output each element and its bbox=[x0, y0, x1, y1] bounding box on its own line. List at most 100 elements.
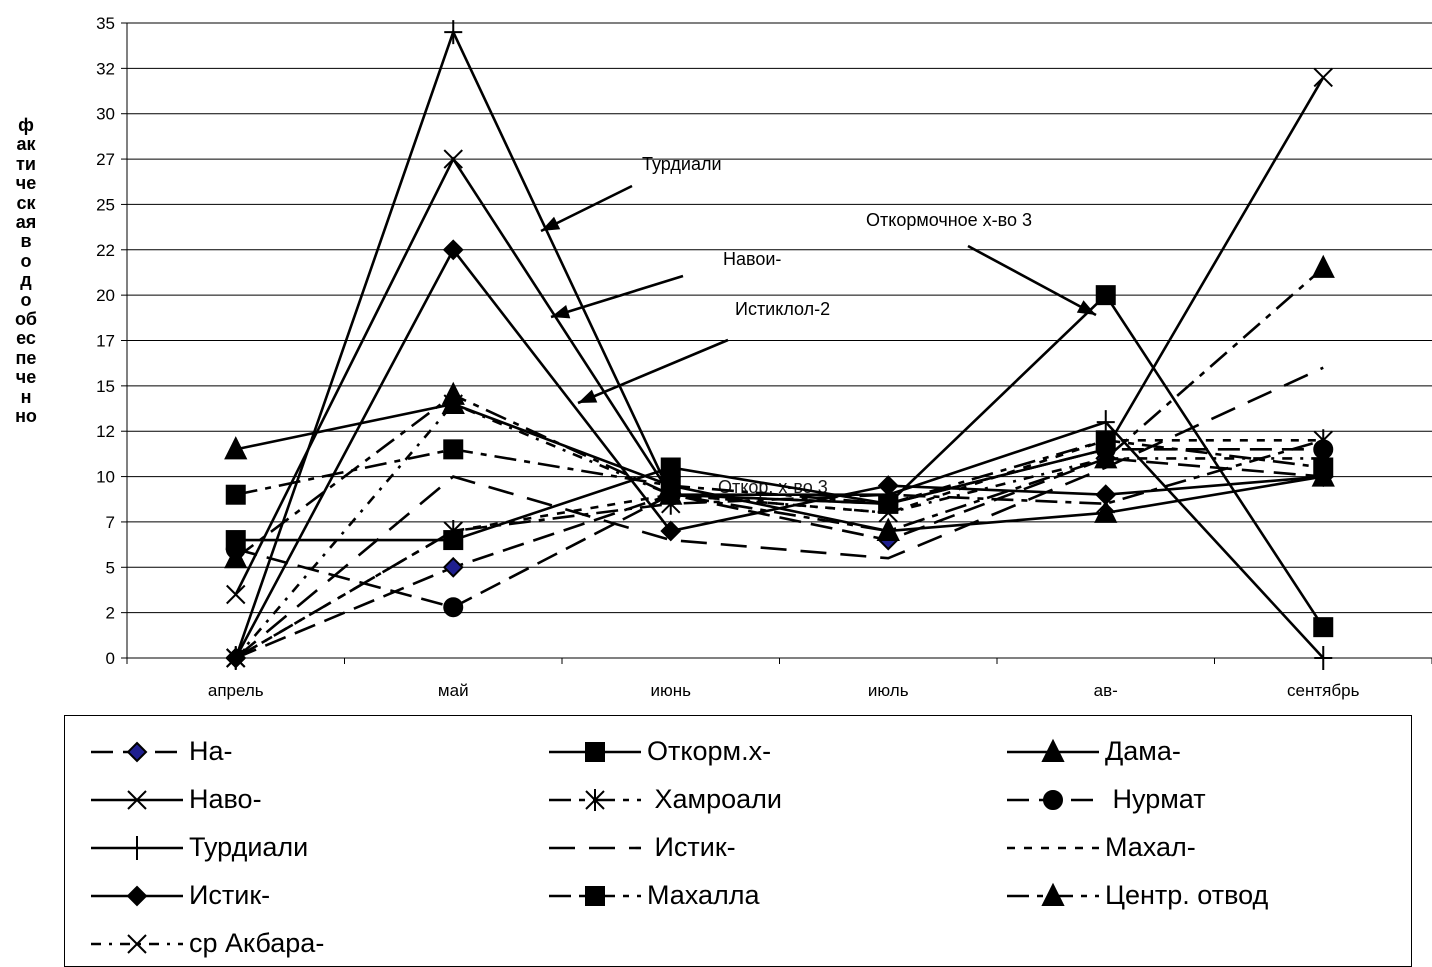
data-point bbox=[127, 790, 147, 810]
legend-swatch bbox=[549, 789, 641, 811]
legend-swatch bbox=[91, 934, 183, 954]
legend-label: Наво- bbox=[189, 784, 262, 814]
legend-label: Турдиали bbox=[189, 832, 309, 862]
y-tick-label: 20 bbox=[96, 286, 115, 305]
y-tick-label: 25 bbox=[96, 195, 115, 214]
annotation-arrow bbox=[577, 338, 729, 405]
data-point bbox=[878, 493, 899, 514]
legend-item: Нурмат bbox=[1003, 780, 1432, 816]
data-point bbox=[1096, 448, 1116, 469]
data-point bbox=[1095, 285, 1116, 306]
arrowhead bbox=[551, 304, 571, 319]
legend-item: Откорм.х- bbox=[545, 732, 985, 768]
y-axis-label-part: но bbox=[15, 406, 37, 427]
data-point bbox=[878, 503, 898, 523]
legend-swatch bbox=[1007, 738, 1099, 762]
series-line bbox=[235, 448, 1324, 609]
series-lines bbox=[224, 20, 1335, 670]
data-point bbox=[226, 648, 246, 668]
series-line bbox=[235, 438, 1324, 660]
y-axis-label-part: ти bbox=[16, 153, 36, 174]
y-axis-label-part: о bbox=[20, 250, 32, 271]
y-tick-label: 5 bbox=[106, 558, 115, 577]
legend-item: Дама- bbox=[1003, 732, 1432, 768]
data-point bbox=[585, 789, 605, 811]
legend-label: Махалла bbox=[647, 880, 760, 910]
series-line bbox=[235, 293, 1325, 628]
legend-item: Турдиали bbox=[87, 828, 527, 864]
y-axis-label-part: ск bbox=[16, 192, 36, 213]
series-line bbox=[234, 247, 1324, 659]
chart-axes bbox=[121, 22, 1432, 664]
data-point bbox=[1313, 439, 1334, 460]
y-tick-label: 27 bbox=[96, 150, 115, 169]
data-point bbox=[441, 381, 465, 405]
y-tick-label: 30 bbox=[96, 105, 115, 124]
data-point bbox=[128, 836, 146, 860]
data-point bbox=[585, 886, 605, 906]
data-point bbox=[661, 485, 681, 505]
data-point bbox=[1095, 484, 1117, 506]
y-axis-label-part: ф bbox=[18, 115, 34, 135]
legend-item: На- bbox=[87, 732, 527, 768]
data-point bbox=[224, 544, 248, 569]
series-line bbox=[234, 402, 1324, 659]
data-point bbox=[1314, 646, 1333, 670]
y-axis-label-part: о bbox=[20, 289, 32, 310]
y-axis-label: ф ак ти че ск ая в о д о об ес пе че н но bbox=[0, 115, 52, 427]
legend-swatch bbox=[91, 790, 183, 810]
y-axis-label-part: ес bbox=[16, 328, 36, 349]
annotation-label: Турдиали bbox=[642, 154, 722, 174]
x-tick-labels: апрель май июнь июль ав-сентябрь bbox=[208, 681, 1360, 700]
series-12 bbox=[226, 394, 1333, 668]
y-axis-label-part: об bbox=[14, 309, 38, 330]
y-axis-label-part: че bbox=[15, 367, 37, 388]
series-line bbox=[234, 366, 1324, 659]
annotations: Турдиали Навои- Истиклол-2 Откормочное х-во… bbox=[540, 154, 1097, 497]
data-point bbox=[226, 584, 246, 605]
series-line bbox=[234, 76, 1325, 596]
legend-item: Хамроали bbox=[545, 780, 985, 816]
data-point bbox=[1313, 617, 1334, 638]
legend-swatch bbox=[1007, 882, 1099, 906]
legend-label: Хамроали bbox=[647, 784, 782, 814]
data-point bbox=[443, 394, 463, 414]
y-tick-label: 2 bbox=[106, 604, 115, 623]
data-point bbox=[443, 439, 464, 460]
y-axis-label-part: н bbox=[20, 386, 32, 407]
data-point bbox=[1096, 410, 1115, 435]
data-point bbox=[126, 741, 148, 763]
legend-label: Дама- bbox=[1105, 736, 1181, 766]
legend-item: Махалла bbox=[545, 876, 985, 912]
data-point bbox=[1313, 457, 1334, 478]
annotation-arrow bbox=[550, 274, 684, 319]
annotation-label: Навои- bbox=[723, 249, 781, 269]
legend-swatch bbox=[91, 836, 183, 860]
data-point bbox=[444, 20, 463, 45]
y-tick-label: 17 bbox=[96, 332, 115, 351]
series-line bbox=[234, 28, 1325, 659]
legend-item: Наво- bbox=[87, 780, 527, 816]
series-1 bbox=[225, 285, 1334, 638]
x-tick-label: сентябрь bbox=[1287, 681, 1360, 700]
legend-item: Истик- bbox=[545, 828, 985, 864]
y-tick-label: 12 bbox=[96, 422, 115, 441]
legend-swatch bbox=[1007, 790, 1099, 810]
arrowhead bbox=[1076, 300, 1096, 315]
legend-item: Махал- bbox=[1003, 828, 1432, 864]
y-axis-label-part: д bbox=[20, 270, 32, 291]
legend-swatch bbox=[91, 741, 183, 763]
data-point bbox=[1311, 254, 1335, 278]
data-point bbox=[876, 517, 900, 541]
arrowhead bbox=[578, 389, 598, 403]
series-line bbox=[234, 266, 1325, 560]
data-point bbox=[443, 597, 464, 618]
legend-label: Махал- bbox=[1105, 832, 1196, 862]
legend-swatch bbox=[549, 742, 641, 762]
y-tick-label: 10 bbox=[96, 468, 115, 487]
annotation-arrow bbox=[967, 244, 1097, 317]
data-point bbox=[1313, 67, 1333, 88]
series-7 bbox=[234, 366, 1324, 659]
